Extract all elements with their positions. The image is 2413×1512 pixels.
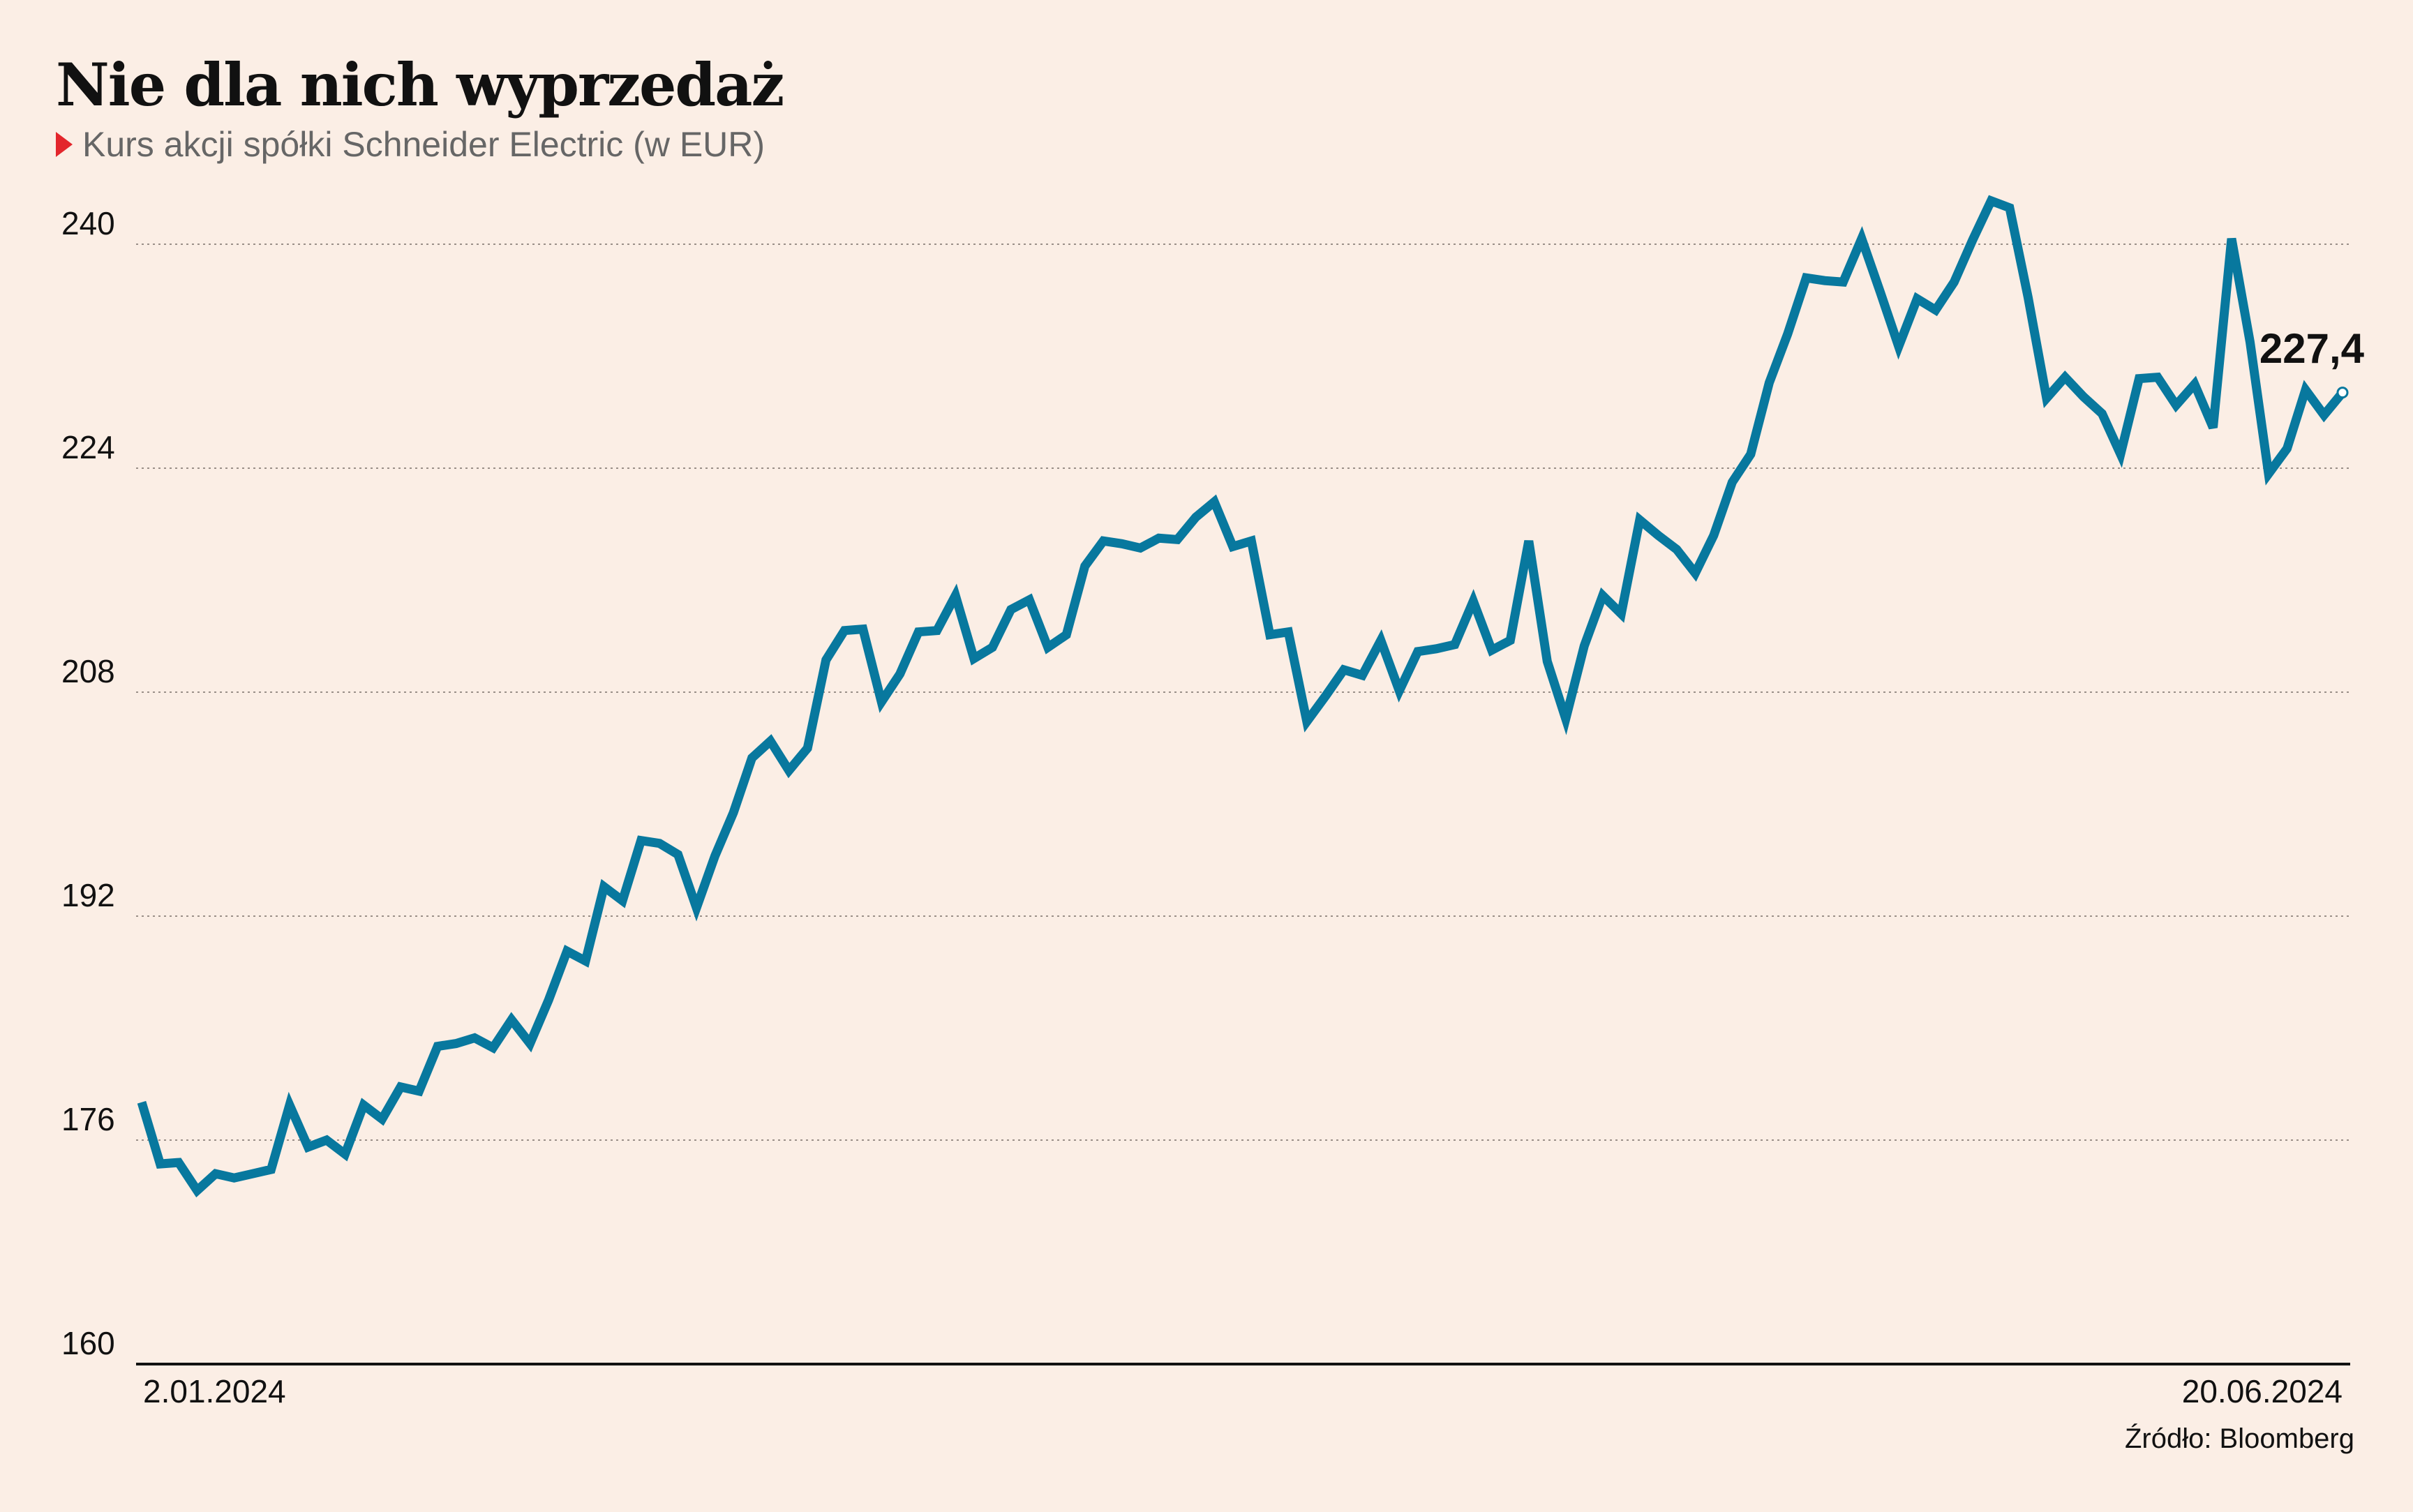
y-tick-label: 240 xyxy=(61,205,115,241)
chart-title: Nie dla nich wyprzedaż xyxy=(56,50,784,119)
chart-subtitle: Kurs akcji spółki Schneider Electric (w … xyxy=(56,124,765,165)
red-triangle-marker-icon xyxy=(56,132,73,157)
source-note: Źródło: Bloomberg xyxy=(2124,1423,2354,1454)
y-tick-label: 208 xyxy=(61,653,115,689)
last-point-marker xyxy=(2336,387,2349,399)
x-tick-label: 20.06.2024 xyxy=(2182,1373,2343,1409)
y-tick-label: 224 xyxy=(61,429,115,465)
series-line xyxy=(137,195,2347,1198)
last-value-label: 227,4 xyxy=(2259,325,2365,372)
y-tick-label: 176 xyxy=(61,1101,115,1137)
y-tick-label: 160 xyxy=(61,1325,115,1361)
chart-subtitle-text: Kurs akcji spółki Schneider Electric (w … xyxy=(82,125,765,164)
x-tick-label: 2.01.2024 xyxy=(143,1373,286,1409)
y-tick-label: 192 xyxy=(61,877,115,913)
